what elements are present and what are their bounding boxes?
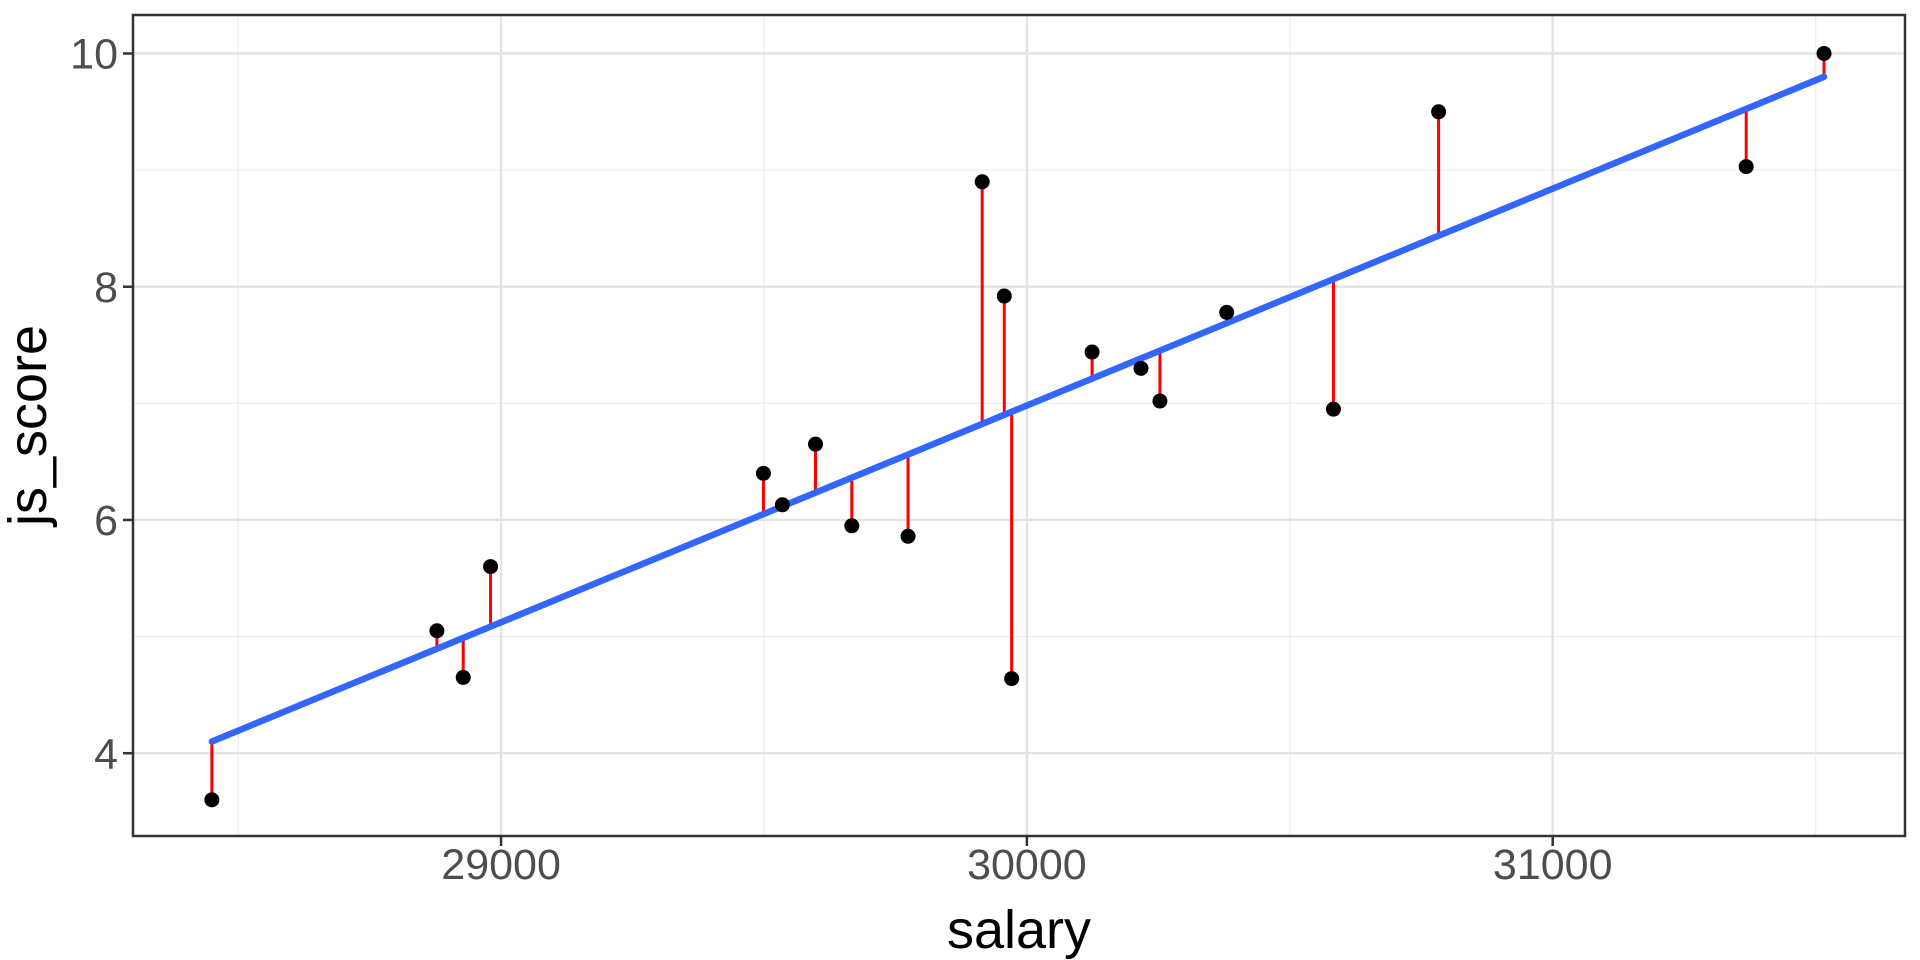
plot-panel bbox=[133, 15, 1905, 836]
data-point bbox=[1133, 360, 1149, 376]
data-point bbox=[455, 669, 471, 685]
x-tick-label: 31000 bbox=[1493, 841, 1613, 889]
data-point bbox=[1738, 159, 1754, 175]
data-point bbox=[1084, 344, 1100, 360]
data-point bbox=[774, 497, 790, 513]
x-axis: 29000 30000 31000 bbox=[441, 836, 1612, 889]
panel-border bbox=[131, 13, 1907, 838]
data-point bbox=[1219, 304, 1235, 320]
data-point bbox=[900, 528, 916, 544]
major-gridlines bbox=[133, 15, 1905, 836]
data-point bbox=[974, 174, 990, 190]
data-point bbox=[996, 288, 1012, 304]
regression-line bbox=[208, 73, 1828, 745]
data-point bbox=[483, 559, 499, 575]
data-point bbox=[204, 792, 220, 808]
y-tick-label: 8 bbox=[94, 264, 118, 312]
data-point bbox=[1431, 104, 1447, 120]
data-point bbox=[844, 518, 860, 534]
data-points bbox=[204, 45, 1832, 808]
data-point bbox=[1325, 401, 1341, 417]
data-point bbox=[755, 465, 771, 481]
y-axis-title: js_score bbox=[0, 325, 58, 528]
residual-segments bbox=[210, 53, 1826, 800]
y-axis: 4 6 8 10 bbox=[70, 31, 133, 778]
data-point bbox=[1004, 671, 1020, 687]
y-tick-label: 6 bbox=[94, 497, 118, 545]
x-axis-title: salary bbox=[947, 900, 1091, 960]
x-tick-label: 30000 bbox=[967, 841, 1087, 889]
minor-gridlines bbox=[133, 15, 1905, 836]
data-point bbox=[808, 436, 824, 452]
data-point bbox=[1816, 45, 1832, 61]
data-point bbox=[429, 623, 445, 639]
y-tick-label: 10 bbox=[70, 31, 118, 79]
x-tick-label: 29000 bbox=[441, 841, 561, 889]
y-tick-label: 4 bbox=[94, 730, 118, 778]
data-point bbox=[1152, 393, 1168, 409]
